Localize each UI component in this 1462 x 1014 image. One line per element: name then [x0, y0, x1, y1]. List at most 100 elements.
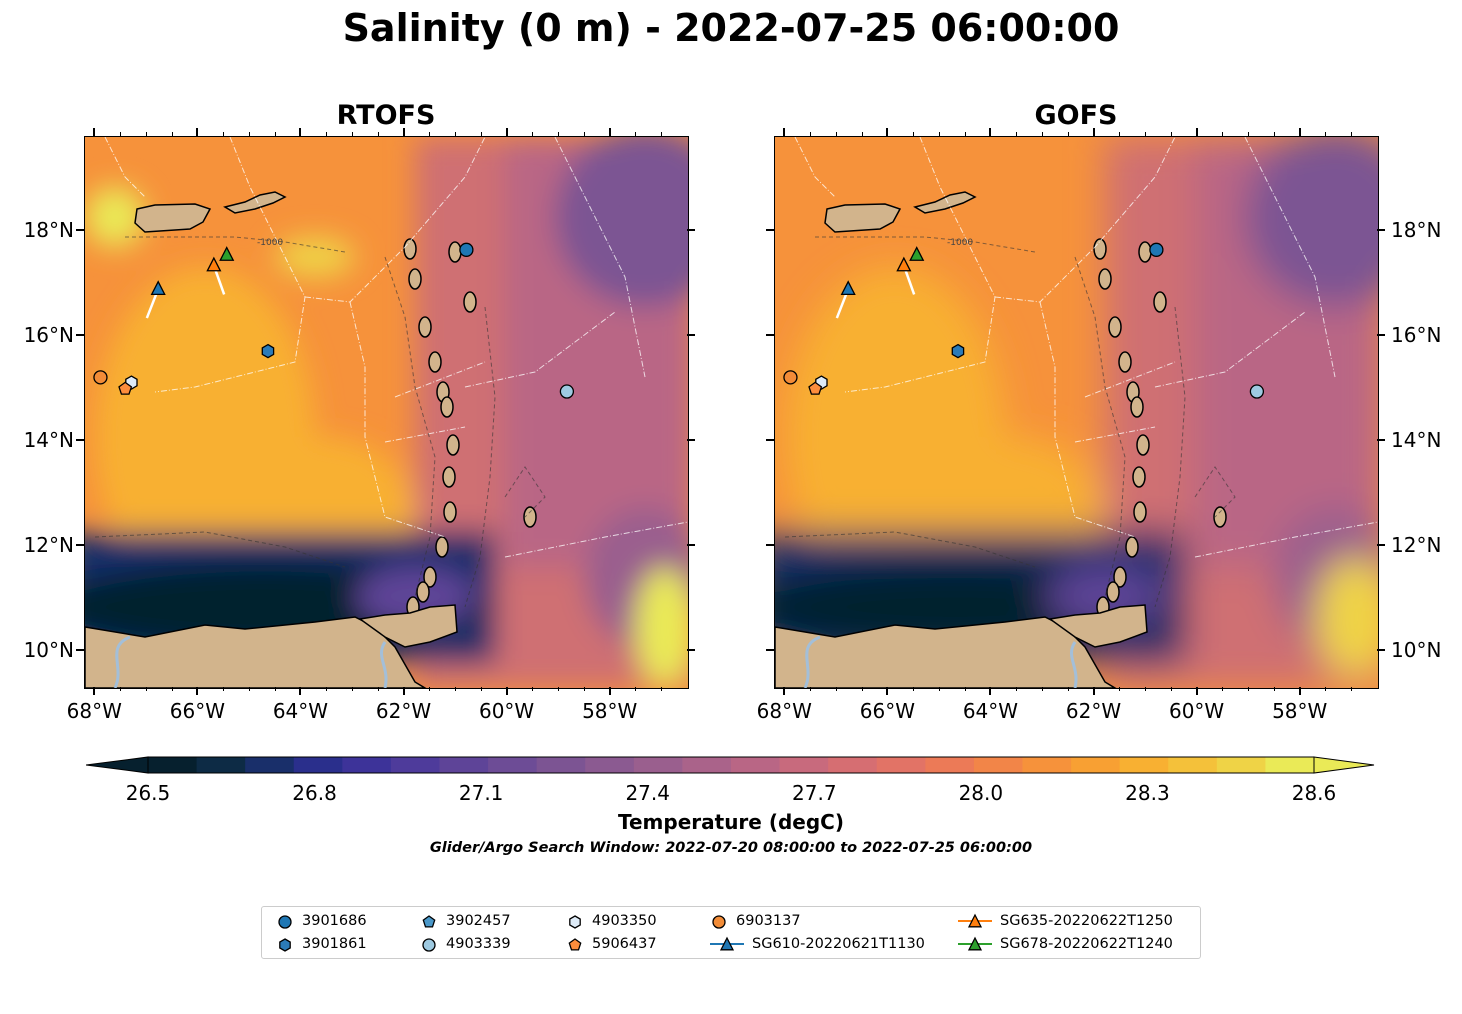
legend-label: 4903339: [446, 936, 511, 952]
marker-SG635-20220622T1250: [206, 256, 222, 272]
island-6: [1136, 434, 1150, 456]
lat-tick: [766, 544, 774, 547]
eez-boundary: [994, 137, 1176, 303]
lon-label: 64°W: [272, 699, 329, 723]
marker-3901861: [261, 343, 275, 359]
colorbar-tick-label: 27.4: [625, 781, 670, 805]
colorbar-bin: [390, 757, 440, 773]
lat-label: 16°N: [23, 323, 74, 348]
lat-label: 14°N: [23, 428, 74, 453]
legend-marker-icon: [958, 913, 992, 928]
eez-boundary: [1039, 301, 1136, 538]
eez-boundary: [794, 137, 836, 198]
lat-tick: [76, 649, 84, 652]
map-gofs: -1000: [774, 136, 1379, 689]
marker-SG610-20220621T1130: [840, 280, 856, 296]
colorbar-bin: [828, 757, 878, 773]
panel-title-gofs: GOFS: [1034, 100, 1118, 131]
colorbar-bin: [439, 757, 489, 773]
colorbar-bin: [1265, 757, 1315, 773]
eez-boundary: [1074, 426, 1156, 443]
island-7: [1132, 466, 1146, 488]
eez-boundary: [394, 361, 486, 398]
colorbar-bin: [633, 757, 683, 773]
lon-label: 62°W: [1065, 699, 1122, 723]
legend-entry: 3902457: [420, 911, 511, 931]
map-rtofs: -1000: [84, 136, 689, 689]
isobath-1000: [1154, 306, 1186, 608]
lat-label: 12°N: [23, 533, 74, 558]
island-14: [448, 241, 462, 263]
figure-title: Salinity (0 m) - 2022-07-25 06:00:00: [342, 6, 1120, 50]
eez-boundary: [304, 137, 486, 303]
isobath-1000: [1074, 256, 1126, 598]
legend-label: 6903137: [736, 913, 801, 929]
land-puerto-rico: [134, 203, 212, 233]
gofs-salinity-field: -1000: [775, 137, 1378, 688]
island-0: [403, 238, 417, 260]
lat-label: 12°N: [1391, 533, 1442, 558]
legend-entry: 4903339: [420, 934, 511, 954]
island-2: [1108, 316, 1122, 338]
lon-label: 58°W: [1272, 699, 1328, 723]
eez-boundary: [349, 301, 446, 538]
island-9: [435, 536, 449, 558]
marker-SG678-20220622T1240: [219, 246, 235, 261]
marker-3901686: [1149, 242, 1164, 257]
salinity-blobs: [85, 137, 688, 688]
marker-6903137: [783, 370, 798, 385]
island-7: [442, 466, 456, 488]
lon-label: 58°W: [582, 699, 638, 723]
lat-tick: [76, 439, 84, 442]
lat-tick: [76, 229, 84, 232]
colorbar-tick-label: 26.5: [125, 781, 171, 805]
legend-entry: 5906437: [566, 934, 657, 954]
legend-label: 3902457: [446, 913, 511, 929]
eez-boundary: [464, 311, 616, 388]
colorbar-bin: [876, 757, 926, 773]
colorbar-bin: [1119, 757, 1169, 773]
lat-tick: [766, 229, 774, 232]
river: [379, 641, 388, 688]
lat-label: 10°N: [23, 638, 74, 663]
island-8: [1133, 501, 1147, 523]
panel-title-rtofs: RTOFS: [336, 100, 436, 131]
colorbar-tick-label: 27.1: [458, 781, 504, 805]
legend-label: 5906437: [592, 936, 657, 952]
rtofs-salinity-field: -1000: [85, 137, 688, 688]
marker-SG610-20220621T1130: [150, 280, 166, 296]
colorbar-frame: [147, 756, 1315, 774]
colorbar-bin: [973, 757, 1023, 773]
lon-label: 60°W: [1168, 699, 1225, 723]
island-15: [463, 291, 477, 313]
land-puerto-rico: [824, 203, 902, 233]
legend-entry: SG635-20220622T1250: [958, 911, 1173, 931]
colorbar-bin: [585, 757, 635, 773]
colorbar-ticks: 26.5 26.8 27.1 27.4 27.7 28.0 28.3 28.6: [0, 775, 1462, 805]
island-11: [1106, 581, 1120, 603]
isobath-1000: [784, 531, 1036, 568]
colorbar-tick-label: 27.7: [792, 781, 837, 805]
legend-marker-icon: [278, 915, 292, 929]
island-5: [1130, 396, 1144, 418]
river: [803, 635, 821, 688]
eez-boundary: [1244, 137, 1336, 378]
legend-marker-icon: [422, 915, 436, 928]
lat-tick: [76, 544, 84, 547]
island-11: [416, 581, 430, 603]
colorbar-bin: [925, 757, 975, 773]
island-2: [418, 316, 432, 338]
colorbar-bin: [1216, 757, 1266, 773]
colorbar-bin: [1022, 757, 1072, 773]
colorbar-extend-min: [86, 756, 149, 774]
land-virgin-islands: [223, 191, 287, 214]
legend-entry: 3901686: [276, 911, 367, 931]
legend-label: 4903350: [592, 913, 657, 929]
marker-6903137: [93, 370, 108, 385]
lat-label: 14°N: [1391, 428, 1442, 453]
eez-boundary: [554, 137, 646, 378]
marker-3901861: [951, 343, 965, 359]
legend-label: SG678-20220622T1240: [1000, 936, 1173, 952]
lat-tick: [766, 439, 774, 442]
isobath-1000: [94, 531, 346, 568]
